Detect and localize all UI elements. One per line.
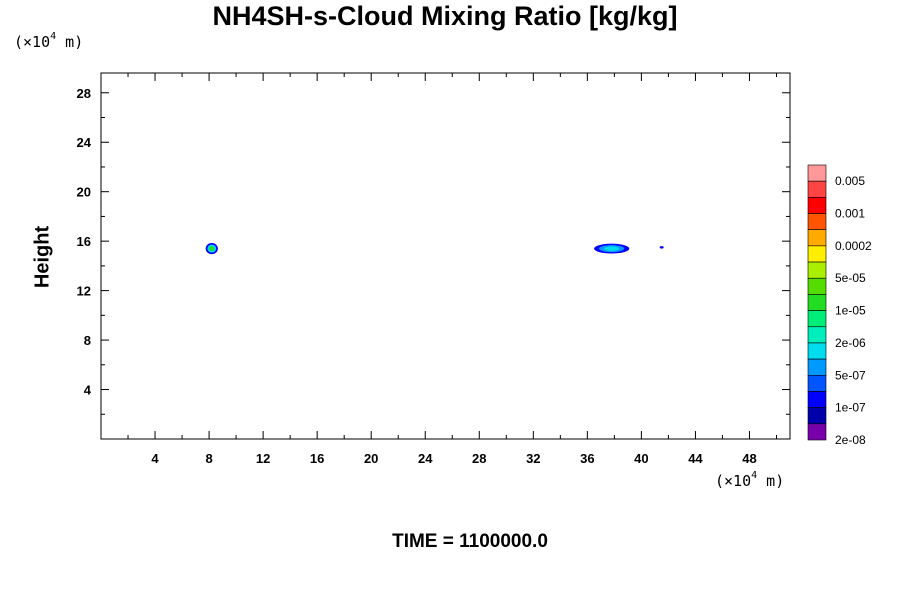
y-unit-exponent: 4 [50,31,57,42]
x-tick-label: 8 [205,451,212,466]
colorbar-label: 5e-07 [835,368,866,382]
x-unit-prefix: (×10 [715,472,752,490]
colorbar-swatch [807,407,827,425]
colorbar-label: 0.005 [835,174,865,188]
x-tick-label: 4 [151,451,159,466]
x-tick-label: 48 [742,451,756,466]
x-unit-exponent: 4 [751,470,758,481]
y-unit-suffix: m) [56,33,84,51]
x-tick-label: 24 [418,451,433,466]
contour-region-1-level-3 [209,246,215,251]
colorbar-swatch [807,374,827,392]
colorbar-swatch [807,310,827,328]
x-tick-label: 28 [472,451,486,466]
colorbar-swatch [807,358,827,376]
y-axis-unit: (×104 m) [14,31,84,51]
colorbar-swatch [807,180,827,198]
colorbar-swatch [807,164,827,182]
colorbar-label: 0.0002 [835,239,872,253]
colorbar-label: 1e-05 [835,304,866,318]
y-tick-label: 8 [84,333,91,348]
y-unit-prefix: (×10 [14,33,51,51]
plot-frame [100,72,791,440]
colorbar-swatch [807,197,827,214]
y-tick-label: 4 [84,383,92,398]
colorbar-swatch [807,391,827,408]
x-tick-label: 36 [580,451,594,466]
contour-region-2-level-3 [604,246,620,251]
x-tick-label: 40 [634,451,648,466]
colorbar-swatch [807,294,827,311]
colorbar-swatch [807,423,827,441]
x-axis-unit: (×104 m) [715,470,785,490]
colorbar-label: 5e-05 [835,271,866,285]
plot-frame-group [100,72,791,440]
colorbar-swatch [807,229,827,247]
colorbar-label: 0.001 [835,207,865,221]
x-tick-label: 44 [688,451,703,466]
y-tick-label: 16 [77,234,91,249]
x-tick-label: 12 [256,451,270,466]
x-unit-suffix: m) [757,472,785,490]
x-tick-label: 16 [310,451,324,466]
chart-title: NH4SH-s-Cloud Mixing Ratio [kg/kg] [212,1,678,31]
colorbar-swatch [807,277,827,295]
colorbar-swatch [807,261,827,279]
x-tick-label: 32 [526,451,540,466]
contour-regions [205,243,664,255]
colorbar-label: 2e-08 [835,433,866,447]
x-tick-label: 20 [364,451,378,466]
colorbar-swatch [807,326,827,344]
colorbar-label: 2e-06 [835,336,866,350]
y-tick-label: 24 [77,135,92,150]
colorbar-swatch [807,342,827,360]
colorbar-swatch [807,245,827,263]
colorbar-swatch [807,213,827,231]
y-tick-label: 20 [77,185,91,200]
y-tick-label: 28 [77,86,91,101]
contour-region-3-level-1 [659,246,664,249]
time-label: TIME = 1100000.0 [392,531,548,552]
y-tick-label: 12 [77,284,91,299]
colorbar: 0.005 0.001 0.0002 5e-05 1e-05 2e-06 5e-07 1e-0… [807,164,872,447]
colorbar-label: 1e-07 [835,401,866,415]
